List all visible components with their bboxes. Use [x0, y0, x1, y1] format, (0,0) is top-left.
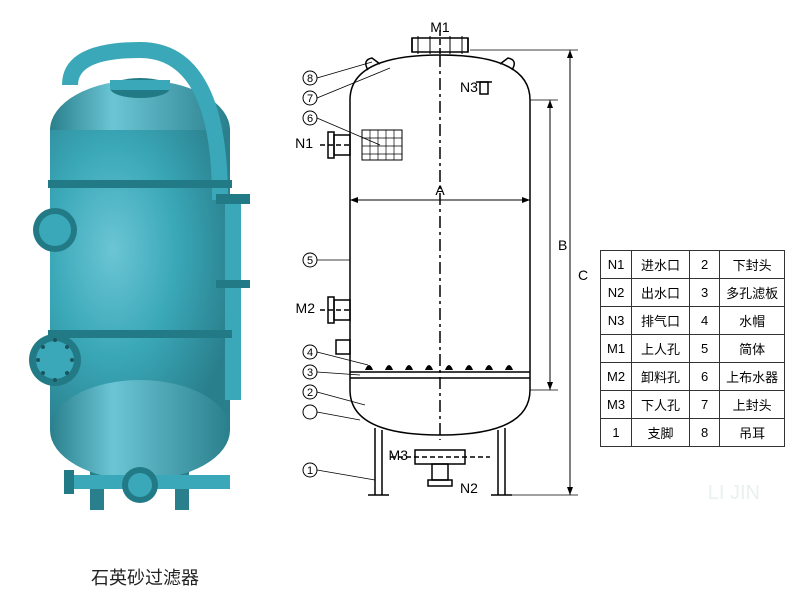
legend-row: N2出水口3多孔滤板: [601, 279, 785, 307]
tank-svg: [20, 30, 280, 530]
svg-text:1: 1: [307, 465, 313, 477]
legend-cell: 下封头: [720, 251, 785, 279]
legend-cell: 支脚: [632, 419, 690, 447]
legend-table: N1进水口2下封头N2出水口3多孔滤板N3排气口4水帽M1上人孔5简体M2卸料孔…: [600, 250, 785, 447]
legend-cell: N1: [601, 251, 632, 279]
svg-text:4: 4: [307, 347, 313, 359]
label-m1: M1: [430, 19, 450, 35]
label-m3: M3: [389, 447, 409, 463]
legend-cell: 上人孔: [632, 335, 690, 363]
legend-cell: 上封头: [720, 391, 785, 419]
legend-cell: M2: [601, 363, 632, 391]
legend-cell: 水帽: [720, 307, 785, 335]
diagram-svg: 8 7 6 5 4 3 2 1 M1 N3 N1 M2 M3 N2 A B C: [290, 0, 620, 560]
legend-cell: 进水口: [632, 251, 690, 279]
dim-a: A: [435, 182, 445, 198]
label-n3: N3: [460, 79, 478, 95]
label-n1: N1: [295, 135, 313, 151]
legend-cell: 吊耳: [720, 419, 785, 447]
legend-cell: 多孔滤板: [720, 279, 785, 307]
label-m2: M2: [296, 300, 316, 316]
legend-cell: 8: [690, 419, 720, 447]
dim-c: C: [578, 267, 588, 283]
legend-cell: 2: [690, 251, 720, 279]
legend-row: M3下人孔7上封头: [601, 391, 785, 419]
legend-cell: 5: [690, 335, 720, 363]
svg-text:2: 2: [307, 387, 313, 399]
svg-text:3: 3: [307, 367, 313, 379]
legend-cell: 简体: [720, 335, 785, 363]
legend-cell: 出水口: [632, 279, 690, 307]
label-n2: N2: [460, 480, 478, 496]
photo-title: 石英砂过滤器: [91, 564, 199, 590]
legend-cell: 卸料孔: [632, 363, 690, 391]
legend-row: 1支脚8吊耳: [601, 419, 785, 447]
legend-cell: M1: [601, 335, 632, 363]
dim-b: B: [558, 237, 567, 253]
legend-cell: 上布水器: [720, 363, 785, 391]
legend-cell: 6: [690, 363, 720, 391]
svg-text:8: 8: [307, 73, 313, 85]
legend-cell: 1: [601, 419, 632, 447]
legend-cell: N3: [601, 307, 632, 335]
legend-row: N3排气口4水帽: [601, 307, 785, 335]
product-photo: 石英砂过滤器: [0, 0, 290, 605]
technical-diagram: 8 7 6 5 4 3 2 1 M1 N3 N1 M2 M3 N2 A B C: [290, 0, 610, 605]
legend-table-container: N1进水口2下封头N2出水口3多孔滤板N3排气口4水帽M1上人孔5简体M2卸料孔…: [600, 250, 795, 447]
svg-text:6: 6: [307, 113, 313, 125]
legend-cell: 4: [690, 307, 720, 335]
svg-text:7: 7: [307, 93, 313, 105]
legend-cell: 排气口: [632, 307, 690, 335]
legend-cell: 下人孔: [632, 391, 690, 419]
legend-row: N1进水口2下封头: [601, 251, 785, 279]
legend-cell: N2: [601, 279, 632, 307]
legend-row: M1上人孔5简体: [601, 335, 785, 363]
legend-cell: 7: [690, 391, 720, 419]
watermark: LI JIN: [708, 482, 760, 505]
legend-cell: 3: [690, 279, 720, 307]
legend-row: M2卸料孔6上布水器: [601, 363, 785, 391]
legend-cell: M3: [601, 391, 632, 419]
svg-text:5: 5: [307, 255, 313, 267]
